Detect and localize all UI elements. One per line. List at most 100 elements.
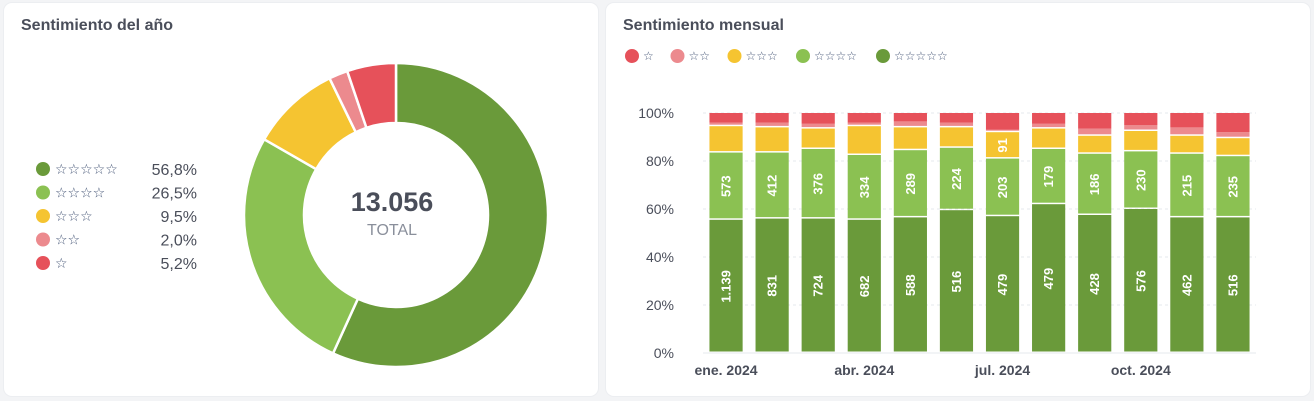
bar-month-4[interactable]: 682 334: [847, 113, 881, 352]
bar-month-5[interactable]: 588 289: [893, 113, 927, 352]
bar-month-10[interactable]: 576 230: [1124, 113, 1158, 352]
bar-segment[interactable]: [755, 152, 789, 218]
bar-segment[interactable]: [709, 219, 743, 352]
bar-segment[interactable]: [1032, 149, 1066, 203]
bar-segment[interactable]: [755, 113, 789, 123]
bar-segment[interactable]: [893, 113, 927, 122]
bar-segment[interactable]: [1032, 204, 1066, 352]
bar-segment[interactable]: [1170, 113, 1204, 128]
bar-month-1[interactable]: 1.139 573: [709, 113, 743, 352]
donut-slice-2[interactable]: [242, 137, 360, 355]
bar-segment[interactable]: [985, 132, 1020, 158]
bar-segment[interactable]: [709, 126, 743, 152]
donut-legend-item-4[interactable]: ☆☆ 2,0%: [36, 232, 197, 250]
bar-segment[interactable]: [801, 128, 835, 148]
bar-segment[interactable]: [709, 152, 743, 219]
bar-segment[interactable]: [709, 122, 743, 125]
bar-legend-item-5[interactable]: ☆☆☆☆☆: [876, 49, 948, 63]
donut-legend-item-2[interactable]: ☆☆☆☆ 26,5%: [36, 185, 197, 203]
bar-segment[interactable]: [1078, 215, 1112, 352]
bar-segment[interactable]: [1078, 135, 1112, 153]
legend-stars: ☆: [55, 255, 68, 271]
bar-segment[interactable]: [893, 150, 927, 216]
bar-segment[interactable]: [939, 127, 974, 147]
bar-data-label: 479: [1041, 268, 1056, 290]
bar-segment[interactable]: [847, 122, 881, 125]
bar-segment[interactable]: [847, 155, 881, 219]
bar-legend-item-4[interactable]: ☆☆☆☆: [796, 49, 857, 63]
bar-segment[interactable]: [801, 113, 835, 124]
donut-slice-5[interactable]: [345, 61, 398, 130]
bar-segment[interactable]: [893, 127, 927, 149]
bar-segment[interactable]: [985, 216, 1020, 352]
bar-segment[interactable]: [755, 127, 789, 152]
bar-month-12[interactable]: 516 235: [1216, 113, 1250, 352]
bar-segment[interactable]: [801, 149, 835, 218]
bar-data-label: 289: [903, 173, 918, 195]
bar-segment[interactable]: [985, 129, 1020, 131]
bar-segment[interactable]: [847, 113, 881, 123]
bar-data-label: 235: [1225, 176, 1240, 198]
bar-segment[interactable]: [939, 113, 974, 123]
bar-segment[interactable]: [1216, 113, 1250, 133]
bar-segment[interactable]: [1216, 217, 1250, 352]
donut-legend-item-1[interactable]: ☆☆☆☆☆ 56,8%: [36, 161, 197, 179]
bar-segment[interactable]: [755, 218, 789, 352]
bar-segment[interactable]: [709, 113, 743, 123]
legend-swatch: [670, 49, 685, 63]
bar-segment[interactable]: [801, 218, 835, 352]
bar-segment[interactable]: [939, 147, 974, 209]
bar-month-9[interactable]: 428 186: [1078, 113, 1112, 352]
bar-segment[interactable]: [1078, 153, 1112, 214]
bar-segment[interactable]: [893, 217, 927, 352]
bar-segment[interactable]: [1124, 209, 1158, 352]
annual-sentiment-title: Sentimiento del año: [21, 17, 174, 34]
legend-stars: ☆: [643, 49, 654, 63]
bar-segment[interactable]: [1170, 127, 1204, 135]
bar-segment[interactable]: [847, 219, 881, 352]
bar-segment[interactable]: [1216, 156, 1250, 216]
bar-segment[interactable]: [1078, 128, 1112, 135]
bar-segment[interactable]: [893, 121, 927, 126]
donut-legend-item-5[interactable]: ☆ 5,2%: [36, 255, 197, 273]
bar-segment[interactable]: [939, 210, 974, 352]
legend-swatch: [36, 232, 50, 247]
bar-data-label: 516: [1225, 274, 1240, 296]
bar-legend-item-2[interactable]: ☆☆: [670, 49, 711, 63]
bar-segment[interactable]: [1032, 123, 1066, 128]
bar-legend-item-3[interactable]: ☆☆☆: [727, 49, 778, 63]
bar-segment[interactable]: [1170, 217, 1204, 352]
bar-data-label: 724: [811, 274, 826, 296]
bar-segment[interactable]: [1124, 113, 1158, 125]
bar-legend-item-1[interactable]: ☆: [625, 49, 654, 63]
bar-segment[interactable]: [1032, 128, 1066, 148]
bar-month-11[interactable]: 462 215: [1170, 113, 1204, 352]
bar-segment[interactable]: [847, 126, 881, 154]
bar-segment[interactable]: [1216, 132, 1250, 137]
bar-segment[interactable]: [1170, 135, 1204, 153]
legend-stars: ☆☆☆: [746, 49, 778, 63]
bar-month-2[interactable]: 831 412: [755, 113, 789, 352]
bar-month-3[interactable]: 724 376: [801, 113, 835, 352]
bars: 1.139 573 831 412 724 376 682 334 588 289 516 224 47…: [709, 113, 1250, 352]
bar-data-label: 573: [719, 175, 734, 197]
donut-legend-item-3[interactable]: ☆☆☆ 9,5%: [36, 208, 197, 226]
bar-month-7[interactable]: 479 203 91: [985, 113, 1020, 352]
bar-segment[interactable]: [1170, 153, 1204, 216]
bar-segment[interactable]: [939, 122, 974, 126]
bar-segment[interactable]: [1124, 125, 1158, 130]
bar-segment[interactable]: [1032, 113, 1066, 124]
bar-month-6[interactable]: 516 224: [939, 113, 974, 352]
bar-segment[interactable]: [985, 158, 1020, 215]
bar-data-label: 428: [1087, 273, 1102, 295]
bar-segment[interactable]: [1078, 113, 1112, 129]
bar-segment[interactable]: [801, 123, 835, 128]
legend-percent: 56,8%: [152, 162, 197, 179]
bar-month-8[interactable]: 479 179: [1032, 113, 1066, 352]
bar-segment[interactable]: [1124, 131, 1158, 150]
bar-segment[interactable]: [755, 122, 789, 126]
bar-segment[interactable]: [1216, 138, 1250, 155]
bar-segment[interactable]: [1124, 151, 1158, 208]
bar-segment[interactable]: [985, 113, 1020, 130]
donut-slice-1[interactable]: [331, 61, 550, 369]
